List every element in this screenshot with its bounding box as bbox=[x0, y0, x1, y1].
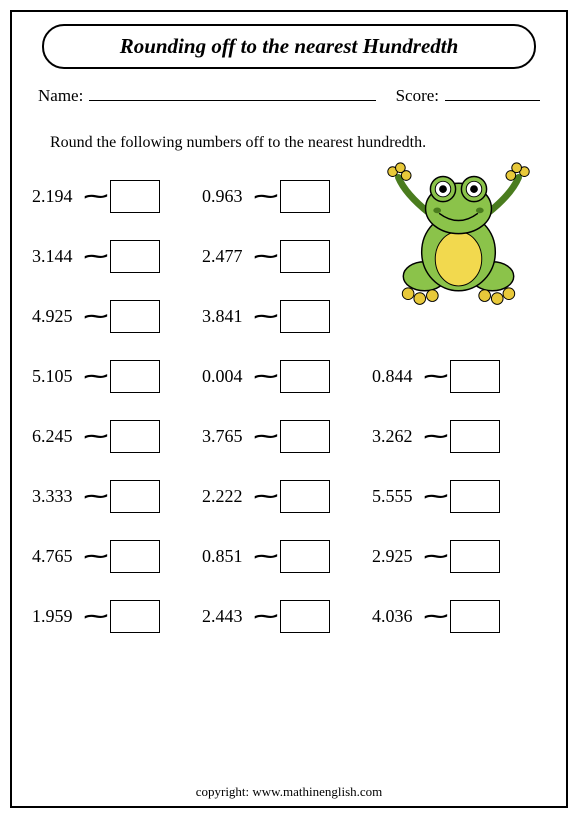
name-input-line[interactable] bbox=[89, 83, 375, 101]
problem-number: 2.925 bbox=[372, 546, 424, 567]
answer-box[interactable] bbox=[110, 240, 160, 273]
score-input-line[interactable] bbox=[445, 83, 540, 101]
problem-number: 4.036 bbox=[372, 606, 424, 627]
approx-symbol: ∼ bbox=[82, 306, 110, 327]
approx-symbol: ∼ bbox=[252, 486, 280, 507]
answer-box[interactable] bbox=[450, 360, 500, 393]
approx-symbol: ∼ bbox=[422, 486, 450, 507]
approx-symbol: ∼ bbox=[422, 606, 450, 627]
problem-row: 4.765∼0.851∼2.925∼ bbox=[32, 540, 546, 573]
answer-box[interactable] bbox=[450, 420, 500, 453]
approx-symbol: ∼ bbox=[422, 366, 450, 387]
problem-number: 2.477 bbox=[202, 246, 254, 267]
problem-cell: 3.333∼ bbox=[32, 480, 202, 513]
approx-symbol: ∼ bbox=[82, 246, 110, 267]
problem-number: 2.443 bbox=[202, 606, 254, 627]
answer-box[interactable] bbox=[110, 600, 160, 633]
approx-symbol: ∼ bbox=[252, 246, 280, 267]
problem-number: 3.333 bbox=[32, 486, 84, 507]
approx-symbol: ∼ bbox=[82, 606, 110, 627]
problem-cell: 0.844∼ bbox=[372, 360, 542, 393]
problem-number: 3.841 bbox=[202, 306, 254, 327]
answer-box[interactable] bbox=[280, 240, 330, 273]
problem-cell: 3.262∼ bbox=[372, 420, 542, 453]
approx-symbol: ∼ bbox=[252, 606, 280, 627]
problem-number: 6.245 bbox=[32, 426, 84, 447]
problem-number: 5.105 bbox=[32, 366, 84, 387]
problem-number: 2.194 bbox=[32, 186, 84, 207]
problem-cell: 4.036∼ bbox=[372, 600, 542, 633]
problem-number: 3.765 bbox=[202, 426, 254, 447]
problem-cell: 0.851∼ bbox=[202, 540, 372, 573]
problem-number: 5.555 bbox=[372, 486, 424, 507]
name-score-row: Name: Score: bbox=[38, 83, 540, 106]
approx-symbol: ∼ bbox=[422, 546, 450, 567]
problem-cell: 6.245∼ bbox=[32, 420, 202, 453]
problem-number: 0.844 bbox=[372, 366, 424, 387]
approx-symbol: ∼ bbox=[82, 186, 110, 207]
problem-number: 0.004 bbox=[202, 366, 254, 387]
answer-box[interactable] bbox=[450, 480, 500, 513]
problem-number: 3.262 bbox=[372, 426, 424, 447]
problem-cell: 2.222∼ bbox=[202, 480, 372, 513]
approx-symbol: ∼ bbox=[82, 546, 110, 567]
approx-symbol: ∼ bbox=[252, 306, 280, 327]
answer-box[interactable] bbox=[280, 540, 330, 573]
answer-box[interactable] bbox=[280, 600, 330, 633]
problem-cell: 4.765∼ bbox=[32, 540, 202, 573]
approx-symbol: ∼ bbox=[422, 426, 450, 447]
problem-cell: 5.105∼ bbox=[32, 360, 202, 393]
answer-box[interactable] bbox=[110, 480, 160, 513]
answer-box[interactable] bbox=[280, 360, 330, 393]
problem-number: 3.144 bbox=[32, 246, 84, 267]
problem-number: 2.222 bbox=[202, 486, 254, 507]
problem-cell: 2.477∼ bbox=[202, 240, 372, 273]
problem-row: 5.105∼0.004∼0.844∼ bbox=[32, 360, 546, 393]
approx-symbol: ∼ bbox=[82, 426, 110, 447]
answer-box[interactable] bbox=[110, 360, 160, 393]
approx-symbol: ∼ bbox=[252, 186, 280, 207]
frog-illustration bbox=[381, 160, 536, 315]
problem-number: 1.959 bbox=[32, 606, 84, 627]
problem-cell: 3.841∼ bbox=[202, 300, 372, 333]
approx-symbol: ∼ bbox=[82, 366, 110, 387]
answer-box[interactable] bbox=[280, 420, 330, 453]
problem-cell: 1.959∼ bbox=[32, 600, 202, 633]
answer-box[interactable] bbox=[280, 480, 330, 513]
problem-number: 0.963 bbox=[202, 186, 254, 207]
problem-row: 6.245∼3.765∼3.262∼ bbox=[32, 420, 546, 453]
worksheet-page: Rounding off to the nearest Hundredth Na… bbox=[10, 10, 568, 808]
approx-symbol: ∼ bbox=[252, 366, 280, 387]
problem-row: 1.959∼2.443∼4.036∼ bbox=[32, 600, 546, 633]
problem-number: 4.925 bbox=[32, 306, 84, 327]
problem-cell: 4.925∼ bbox=[32, 300, 202, 333]
problem-cell: 0.004∼ bbox=[202, 360, 372, 393]
approx-symbol: ∼ bbox=[252, 546, 280, 567]
problem-cell: 3.765∼ bbox=[202, 420, 372, 453]
approx-symbol: ∼ bbox=[82, 486, 110, 507]
score-label: Score: bbox=[396, 86, 439, 106]
problem-cell: 2.925∼ bbox=[372, 540, 542, 573]
answer-box[interactable] bbox=[280, 300, 330, 333]
copyright-text: copyright: www.mathinenglish.com bbox=[12, 784, 566, 800]
answer-box[interactable] bbox=[110, 420, 160, 453]
problem-cell: 5.555∼ bbox=[372, 480, 542, 513]
answer-box[interactable] bbox=[110, 300, 160, 333]
instruction-text: Round the following numbers off to the n… bbox=[50, 134, 546, 152]
problem-cell: 2.194∼ bbox=[32, 180, 202, 213]
problem-number: 0.851 bbox=[202, 546, 254, 567]
answer-box[interactable] bbox=[450, 540, 500, 573]
problem-row: 3.333∼2.222∼5.555∼ bbox=[32, 480, 546, 513]
answer-box[interactable] bbox=[450, 600, 500, 633]
answer-box[interactable] bbox=[280, 180, 330, 213]
worksheet-title: Rounding off to the nearest Hundredth bbox=[42, 24, 536, 69]
name-label: Name: bbox=[38, 86, 83, 106]
approx-symbol: ∼ bbox=[252, 426, 280, 447]
problem-number: 4.765 bbox=[32, 546, 84, 567]
problem-cell: 2.443∼ bbox=[202, 600, 372, 633]
problem-cell: 0.963∼ bbox=[202, 180, 372, 213]
answer-box[interactable] bbox=[110, 540, 160, 573]
problem-cell: 3.144∼ bbox=[32, 240, 202, 273]
answer-box[interactable] bbox=[110, 180, 160, 213]
